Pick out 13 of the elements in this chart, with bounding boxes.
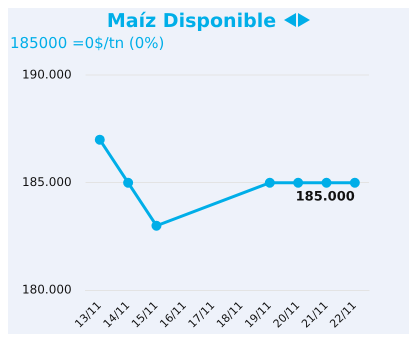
point xyxy=(350,178,360,188)
y-tick-label: 180.000 xyxy=(22,282,72,296)
point xyxy=(151,220,162,231)
point xyxy=(321,178,332,188)
data-label: 185.000 xyxy=(296,190,355,205)
point xyxy=(94,134,105,145)
point xyxy=(264,178,275,188)
y-tick-label: 185.000 xyxy=(22,174,72,189)
chart-title: Maíz Disponible xyxy=(106,10,276,32)
y-tick-label: 190.000 xyxy=(22,67,72,82)
chart-subtitle: 185000 =0$/tn (0%) xyxy=(9,34,166,54)
point xyxy=(293,178,304,188)
point xyxy=(123,178,134,188)
